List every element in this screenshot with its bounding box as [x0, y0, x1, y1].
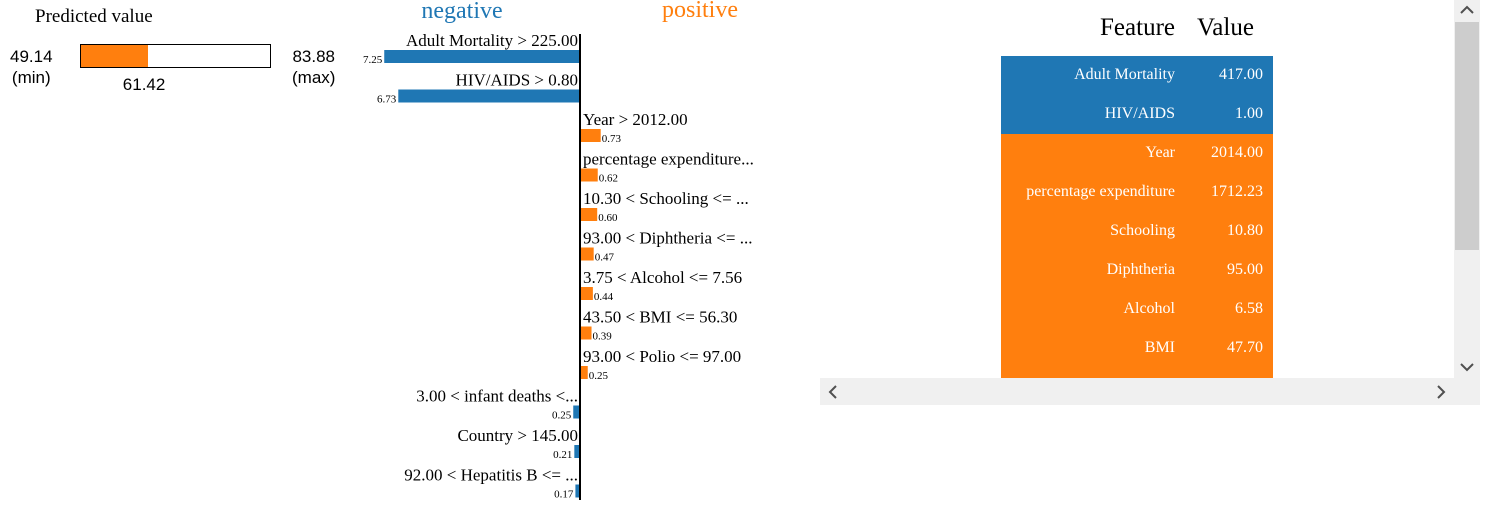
row-value: 2014.00: [1187, 133, 1273, 173]
chevron-up-icon: [1460, 5, 1474, 14]
table-row: Polio: [1001, 367, 1273, 378]
row-feature: Polio: [1001, 367, 1187, 378]
row-value: 6.58: [1187, 289, 1273, 329]
bar-label-11: 92.00 < Hepatitis B <= ...: [404, 466, 578, 485]
predicted-min-value: 49.14: [10, 47, 53, 66]
bar-label-0: Adult Mortality > 225.00: [406, 31, 578, 50]
explanation-chart: negative positive Adult Mortality > 225.00…: [340, 0, 810, 500]
bar-value-8: 0.25: [589, 370, 609, 382]
row-feature: Diphtheria: [1001, 250, 1187, 290]
positive-header: positive: [662, 0, 738, 23]
bar-value-5: 0.47: [595, 252, 615, 264]
bar-value-4: 0.60: [598, 212, 618, 224]
header-value: Value: [1187, 0, 1273, 56]
predicted-max: 83.88 (max): [292, 46, 335, 88]
row-value: 1.00: [1187, 94, 1273, 134]
row-feature: Schooling: [1001, 211, 1187, 251]
bar-7: [581, 326, 592, 340]
bar-value-11: 0.17: [554, 489, 574, 501]
bar-0: [384, 50, 580, 63]
bar-label-3: percentage expenditure...: [583, 150, 754, 169]
bar-label-7: 43.50 < BMI <= 56.30: [583, 308, 737, 327]
bar-11: [575, 484, 580, 498]
predicted-max-value: 83.88: [292, 47, 335, 66]
row-value: 1712.23: [1187, 172, 1273, 212]
table-row: HIV/AIDS 1.00: [1001, 94, 1273, 134]
bar-2: [581, 129, 601, 142]
row-value: [1187, 367, 1273, 378]
bar-value-10: 0.21: [553, 449, 572, 461]
predicted-value-fill: [81, 45, 148, 67]
scroll-left-button[interactable]: [822, 380, 844, 404]
bar-8: [581, 366, 588, 379]
negative-header: negative: [421, 0, 502, 24]
predicted-value-title: Predicted value: [35, 6, 153, 27]
bar-label-5: 93.00 < Diphtheria <= ...: [583, 229, 752, 248]
horizontal-scrollbar[interactable]: [820, 378, 1480, 405]
bar-3: [581, 168, 598, 182]
table-row: Alcohol 6.58: [1001, 289, 1273, 329]
scroll-up-button[interactable]: [1454, 0, 1480, 20]
bar-1: [398, 89, 580, 103]
bar-label-6: 3.75 < Alcohol <= 7.56: [583, 268, 742, 287]
chevron-left-icon: [828, 385, 837, 399]
table-row: Year 2014.00: [1001, 133, 1273, 173]
bar-label-1: HIV/AIDS > 0.80: [456, 71, 578, 90]
row-value: 417.00: [1187, 56, 1273, 95]
bar-6: [581, 287, 593, 300]
table-row: BMI 47.70: [1001, 328, 1273, 368]
bar-value-0: 7.25: [363, 54, 383, 66]
bar-4: [581, 208, 598, 221]
bar-value-6: 0.44: [594, 291, 614, 303]
explanation-chart-svg: negative positive Adult Mortality > 225.00…: [363, 0, 754, 501]
row-feature: Adult Mortality: [1001, 56, 1187, 95]
bar-value-7: 0.39: [593, 331, 613, 343]
bar-label-8: 93.00 < Polio <= 97.00: [583, 347, 741, 366]
chevron-down-icon: [1460, 363, 1474, 372]
feature-value-panel[interactable]: Feature Value Adult Mortality 417.00 HIV/A…: [820, 0, 1454, 378]
row-feature: HIV/AIDS: [1001, 94, 1187, 134]
table-row: Adult Mortality 417.00: [1001, 56, 1273, 95]
feature-value-table: Feature Value Adult Mortality 417.00 HIV/A…: [1001, 0, 1273, 378]
vertical-scrollbar-thumb[interactable]: [1455, 22, 1479, 250]
table-row: Diphtheria 95.00: [1001, 250, 1273, 290]
row-feature: Year: [1001, 133, 1187, 173]
scroll-down-button[interactable]: [1454, 357, 1480, 377]
bar-label-10: Country > 145.00: [457, 426, 578, 445]
row-feature: BMI: [1001, 328, 1187, 368]
bar-label-2: Year > 2012.00: [583, 110, 688, 129]
table-row: Schooling 10.80: [1001, 211, 1273, 251]
header-feature: Feature: [1001, 0, 1187, 56]
bar-value-1: 6.73: [377, 94, 397, 106]
bar-label-9: 3.00 < infant deaths <...: [416, 387, 578, 406]
bar-5: [581, 247, 594, 261]
bar-value-2: 0.73: [602, 133, 622, 145]
bar-9: [573, 405, 580, 419]
predicted-value-bar: [80, 44, 271, 68]
predicted-min-label: (min): [11, 68, 51, 87]
table-row: percentage expenditure 1712.23: [1001, 172, 1273, 212]
predicted-min: 49.14 (min): [10, 46, 53, 88]
chevron-right-icon: [1437, 385, 1446, 399]
bar-value-9: 0.25: [552, 410, 572, 422]
bar-label-4: 10.30 < Schooling <= ...: [583, 189, 749, 208]
scroll-right-button[interactable]: [1430, 380, 1452, 404]
row-value: 47.70: [1187, 328, 1273, 368]
bar-10: [574, 445, 580, 458]
predicted-max-label: (max): [292, 68, 336, 87]
row-value: 10.80: [1187, 211, 1273, 251]
table-header-row: Feature Value: [1001, 0, 1273, 56]
row-value: 95.00: [1187, 250, 1273, 290]
row-feature: Alcohol: [1001, 289, 1187, 329]
predicted-value-number: 61.42: [122, 75, 166, 94]
bar-value-3: 0.62: [599, 173, 618, 185]
row-feature: percentage expenditure: [1001, 172, 1187, 212]
